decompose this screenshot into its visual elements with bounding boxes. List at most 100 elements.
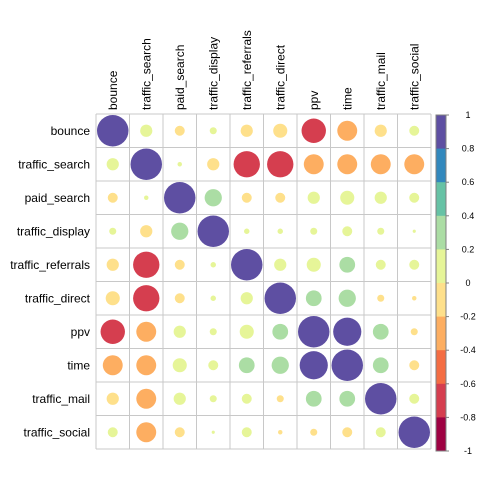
row-label: traffic_referrals [10,258,90,272]
colorbar-segment [436,316,446,351]
correlation-circle [106,258,119,271]
correlation-circle [144,195,149,200]
correlation-circle [107,427,118,438]
colorbar-segment [436,115,446,150]
correlation-circle [273,123,288,138]
correlation-circle [209,395,217,403]
correlation-circle [370,154,391,175]
colorbar-segment [436,182,446,217]
column-label: ppv [307,91,321,110]
correlation-circle [197,215,229,247]
colorbar-tick-label: -0.6 [460,379,476,389]
correlation-circle [377,294,385,302]
row-label: time [67,358,90,372]
correlation-circle [409,393,420,404]
correlation-circle [100,319,125,344]
correlation-circle [209,328,217,336]
correlation-circle [211,430,215,434]
colorbar-tick-label: -0.4 [460,345,476,355]
correlation-circle [409,360,420,371]
colorbar-tick-label: -1 [464,446,472,456]
column-labels: bounce traffic_search paid_search traffic_d… [106,30,422,110]
correlation-circle [140,124,153,137]
row-label: paid_search [25,191,90,205]
correlation-circle [412,229,416,233]
correlation-circle [337,154,358,175]
correlation-circle [409,192,420,203]
correlation-circle [233,151,260,178]
correlation-circle [298,316,330,348]
correlation-circle [375,259,386,270]
correlation-circle [105,291,120,306]
correlation-circle [231,249,263,281]
correlation-circle [133,285,160,312]
correlation-circle [174,259,185,270]
correlation-circle [337,120,358,141]
correlation-circle [244,228,250,234]
colorbar-tick-label: 0.2 [462,244,475,254]
correlation-circle [172,358,187,373]
correlation-circle [97,115,129,147]
correlation-circle [238,357,255,374]
correlation-circle [240,292,253,305]
correlation-circle [173,325,186,338]
correlation-circle [305,390,322,407]
column-label: traffic_social [407,44,421,110]
correlation-circle [171,222,189,240]
correlation-circle [140,225,153,238]
colorbar-segment [436,249,446,284]
column-label: traffic_search [139,38,153,110]
correlation-circle [241,192,252,203]
correlation-circle [107,192,118,203]
correlation-circle [109,227,117,235]
correlation-circle [208,360,219,371]
correlation-circle [299,351,328,380]
correlation-circle [303,154,324,175]
colorbar-segment [436,383,446,418]
correlation-circle [310,227,318,235]
correlation-circle [342,226,353,237]
column-label: traffic_display [206,37,220,110]
correlation-circle [239,324,254,339]
correlation-circle [204,189,222,207]
correlation-circle [267,151,294,178]
correlation-circle [264,282,296,314]
correlation-circle [404,154,425,175]
row-label: traffic_search [18,157,90,171]
correlation-circle [271,356,289,374]
colorbar-tick-label: 0.4 [462,211,475,221]
correlation-circle [278,430,283,435]
colorbar-tick-label: -0.8 [460,412,476,422]
colorbar-tick-label: 1 [465,110,470,120]
correlation-circles [97,115,430,448]
correlation-circle [365,383,397,415]
correlation-circle [173,392,186,405]
colorbar-segment [436,215,446,250]
colorbar: 1 0.8 0.6 0.4 0.2 0 -0.2 -0.4 -0.6 -0.8 -1 [435,110,476,456]
correlation-circle [339,256,356,273]
row-label: bounce [51,124,91,138]
correlation-circle [412,296,417,301]
correlation-circle [130,148,162,180]
correlation-circle [307,191,320,204]
correlation-circle [333,317,362,346]
column-label: traffic_mail [374,52,388,110]
correlation-circle [338,289,356,307]
correlation-circle [301,118,326,143]
colorbar-segment [436,350,446,385]
correlation-circle [310,428,318,436]
correlation-circle [410,328,418,336]
correlation-circle [339,390,356,407]
correlation-circle [374,191,387,204]
column-label: traffic_direct [273,44,287,110]
correlation-circle [331,349,363,381]
row-labels: bounce traffic_search paid_search traffic_d… [10,124,90,440]
correlation-circle [209,127,217,135]
correlation-circle [306,257,321,272]
correlation-circle [174,293,185,304]
correlation-circle [136,321,157,342]
correlation-circle [409,125,420,136]
correlation-circle [106,392,119,405]
correlation-circle [372,323,389,340]
